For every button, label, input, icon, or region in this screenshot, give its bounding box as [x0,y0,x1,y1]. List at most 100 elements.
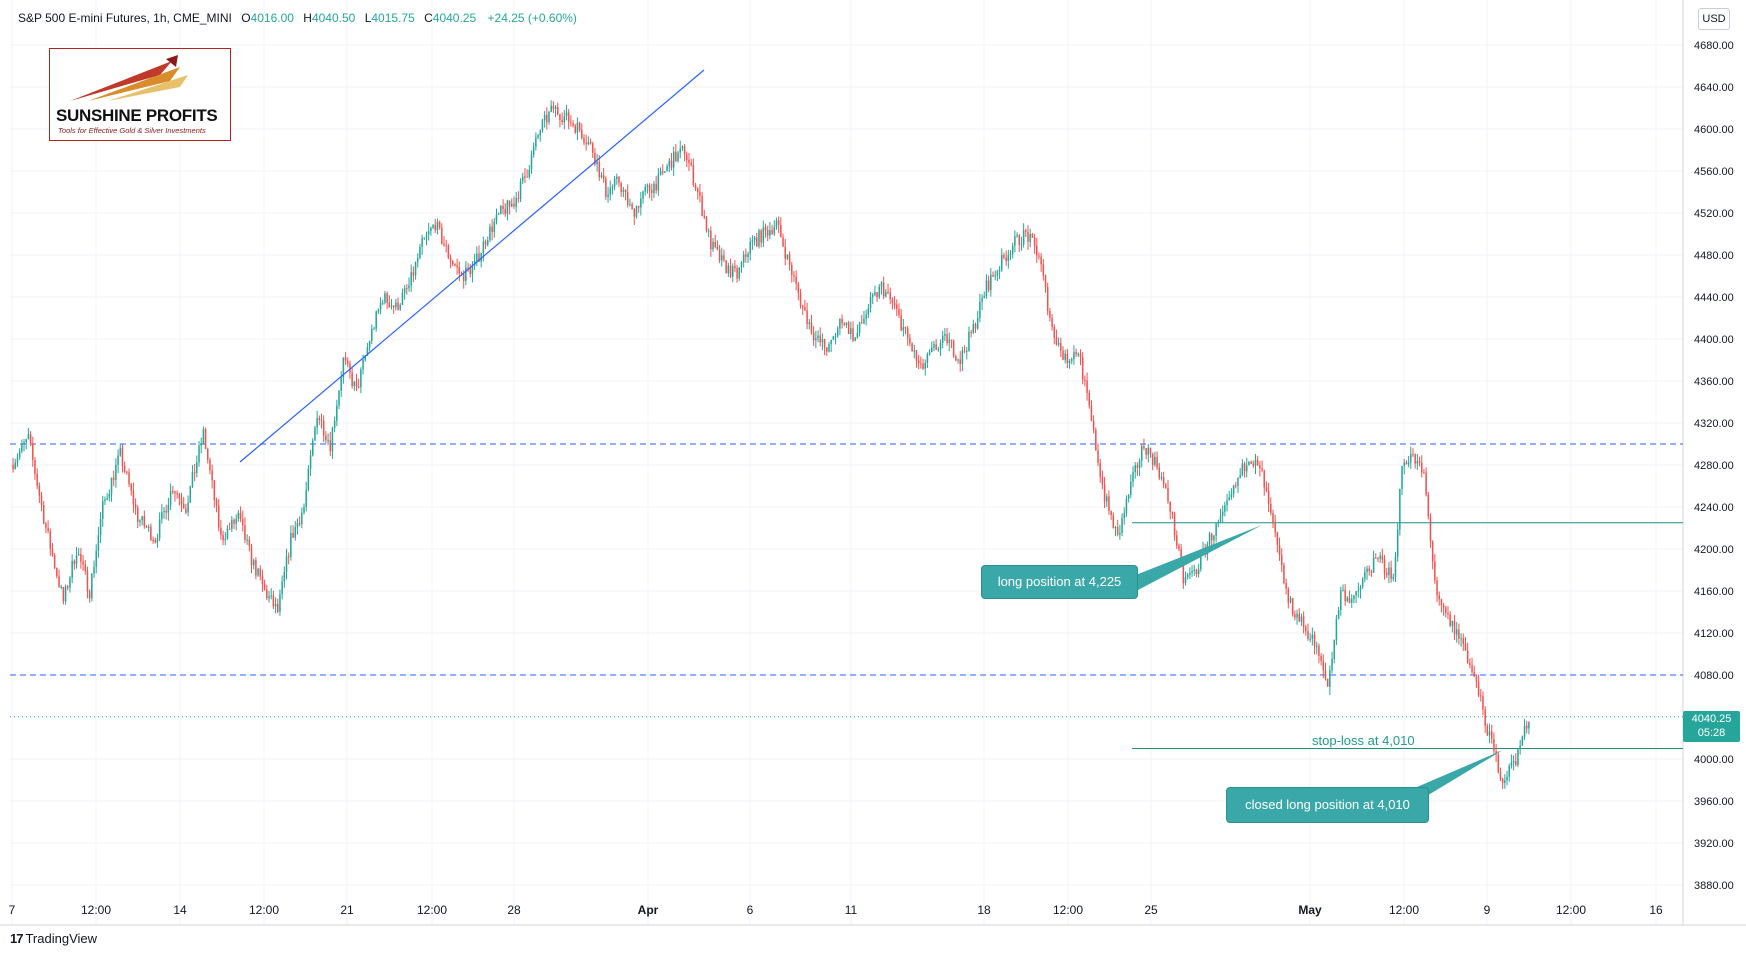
candle-body [990,274,992,291]
y-tick-label: 4200.00 [1694,544,1734,556]
candle-body [152,540,154,542]
candle-body [931,347,933,353]
candle-body [1469,662,1471,665]
candle-body [364,355,367,360]
x-tick-label: 14 [173,903,187,917]
candle-body [172,491,174,493]
candle-body [110,477,113,494]
candle-body [191,472,194,487]
candle-body [683,146,686,155]
candle-body [1127,494,1130,499]
candle-body [1451,620,1454,626]
candle-body [705,217,708,231]
candle-body [1014,236,1016,246]
candle-body [1340,590,1342,611]
candle-body [377,309,380,312]
candle-body [668,160,671,167]
candle-body [686,154,688,161]
candle-body [1195,569,1198,575]
candle-body [727,265,730,273]
candle-body [1165,484,1167,488]
candle-body [554,106,557,109]
candle-body [535,137,537,147]
x-tick-label: 12:00 [1053,903,1083,917]
candle-body [648,185,651,191]
candle-body [911,343,913,352]
candle-body [1504,780,1506,783]
candle-body [994,275,996,277]
candle-body [771,230,773,234]
open-label: O [241,11,251,25]
candle-body [16,457,19,463]
candle-body [847,322,850,335]
candle-body [150,526,152,541]
candle-body [1466,650,1469,663]
candle-body [64,586,67,602]
candle-body [228,528,231,530]
candle-body [791,264,793,276]
closed-position-pointer [1410,750,1503,800]
candle-body [99,518,102,536]
candle-body [1149,447,1152,455]
candle-body [891,299,894,303]
candle-body [1519,745,1521,750]
candle-body [294,527,297,538]
candle-body [539,130,542,136]
candle-body [1320,655,1322,661]
candle-body [298,523,301,525]
candle-body [609,188,611,195]
candle-body [1377,558,1379,560]
candle-body [1335,618,1338,641]
candle-body [1399,488,1401,530]
candle-body [749,241,751,254]
trend-line[interactable] [239,69,705,463]
candle-body [200,443,202,446]
candle-body [596,161,598,165]
candle-body [633,209,636,217]
candle-body [530,154,533,170]
candle-body [543,115,546,121]
candle-body [379,302,382,310]
candle-body [841,318,843,324]
candle-body [320,419,323,421]
candle-body [82,561,84,565]
candle-body [482,241,485,254]
candle-body [425,234,428,238]
candle-body [758,230,760,247]
candle-body [141,516,143,521]
candle-body [834,335,837,337]
candle-body [193,472,196,474]
candle-body [331,427,334,452]
candle-body [933,344,935,348]
candle-body [1197,569,1200,575]
candle-body [1215,523,1217,536]
candle-body [581,129,583,138]
candle-body [587,142,590,145]
candle-body [447,245,450,258]
candle-body [506,200,509,215]
x-tick-label: 12:00 [1556,903,1586,917]
candle-body [204,429,207,449]
candle-body [268,596,270,599]
candle-body [270,595,272,597]
low-value: 4015.75 [371,11,415,25]
candle-body [231,519,233,529]
candle-body [1182,562,1185,584]
candle-body [397,302,399,310]
tradingview-branding[interactable]: 17 TradingView [10,931,97,946]
candle-body [1375,557,1377,559]
candle-body [524,176,526,178]
candle-body [1088,392,1091,406]
candle-body [458,267,461,274]
candle-body [476,253,478,261]
candle-body [1018,235,1021,245]
candle-body [585,142,587,145]
candle-body [1175,535,1178,546]
y-tick-label: 4680.00 [1694,40,1734,52]
candle-body [1261,468,1263,471]
currency-button[interactable]: USD [1698,8,1730,30]
candle-body [1245,465,1248,472]
candle-body [528,169,531,178]
candle-body [653,183,655,193]
